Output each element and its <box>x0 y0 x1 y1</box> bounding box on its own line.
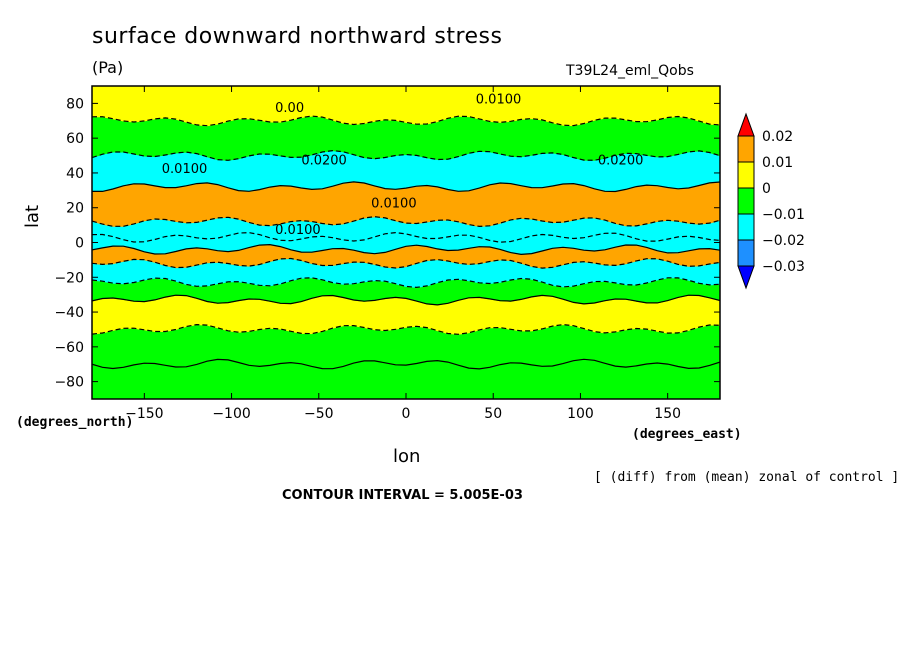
x-tick-label: −150 <box>125 406 163 422</box>
lat-band <box>92 86 720 127</box>
y-tick-label: 80 <box>66 96 84 112</box>
contour-line <box>92 257 720 269</box>
contour-line <box>92 294 720 306</box>
lat-band <box>92 232 720 255</box>
colorbar-label: −0.02 <box>762 233 805 249</box>
chart-title: surface downward northward stress <box>92 24 503 49</box>
x-tick-label: 150 <box>654 406 681 422</box>
colorbar-bottom-arrow <box>737 265 755 290</box>
colorbar-label: 0.02 <box>762 129 793 145</box>
contour-line <box>92 216 720 228</box>
colorbar-segment <box>737 161 755 189</box>
contour-label: 0.0200 <box>598 153 644 168</box>
contour-line <box>92 277 720 289</box>
y-tick-label: −80 <box>54 375 84 391</box>
contour-label: 0.0200 <box>301 153 347 168</box>
y-tick-label: 40 <box>66 166 84 182</box>
contour-line <box>92 231 720 243</box>
contour-line <box>92 358 720 370</box>
x-tick-label: −50 <box>304 406 334 422</box>
x-axis-label: lon <box>393 446 421 467</box>
run-label: T39L24_eml_Qobs <box>566 63 694 79</box>
contour-interval: CONTOUR INTERVAL = 5.005E-03 <box>282 488 523 503</box>
contour-label: 0.0100 <box>476 92 522 107</box>
plot-area: 0.00 0.0100 0.0200 0.0100 0.0200 0.0100 0.0100 <box>92 86 720 399</box>
y-axis-units: (degrees_north) <box>16 415 134 430</box>
colorbar-segment <box>737 239 755 267</box>
y-tick-label: −20 <box>54 270 84 286</box>
colorbar-segment <box>737 187 755 215</box>
colorbar-label: 0.01 <box>762 155 793 171</box>
colorbar-label: −0.01 <box>762 207 805 223</box>
contour-line <box>92 149 720 161</box>
contour-label: 0.0100 <box>162 162 208 177</box>
lat-band <box>92 324 720 370</box>
y-tick-label: −60 <box>54 340 84 356</box>
contour-line <box>92 115 720 127</box>
contour-line <box>92 181 720 193</box>
lat-band <box>92 181 720 227</box>
colorbar-segment <box>737 213 755 241</box>
colorbar-label: 0 <box>762 181 771 197</box>
colorbar-label: −0.03 <box>762 259 805 275</box>
x-axis-units: (degrees_east) <box>632 427 742 442</box>
lat-band <box>92 258 720 288</box>
lat-band <box>92 150 720 192</box>
contour-line <box>92 243 720 256</box>
x-tick-label: 50 <box>484 406 502 422</box>
contour-label: 0.0100 <box>371 197 417 212</box>
lat-band <box>92 116 720 161</box>
contour-line <box>92 323 720 335</box>
x-tick-label: −100 <box>212 406 250 422</box>
x-tick-label: 0 <box>402 406 411 422</box>
y-tick-label: 20 <box>66 201 84 217</box>
lat-band <box>92 359 720 399</box>
y-tick-label: −40 <box>54 305 84 321</box>
y-tick-label: 0 <box>75 236 84 252</box>
lat-band <box>92 244 720 269</box>
contour-label: 0.0100 <box>275 223 321 238</box>
colorbar-top-arrow <box>737 112 755 137</box>
diff-note: [ (diff) from (mean) zonal of control ] <box>594 470 900 485</box>
x-tick-label: 100 <box>567 406 594 422</box>
lat-band <box>92 216 720 243</box>
colorbar-segment <box>737 135 755 163</box>
chart-units: (Pa) <box>92 58 124 77</box>
lat-band <box>92 295 720 335</box>
y-tick-label: 60 <box>66 131 84 147</box>
contour-label: 0.00 <box>275 101 304 116</box>
